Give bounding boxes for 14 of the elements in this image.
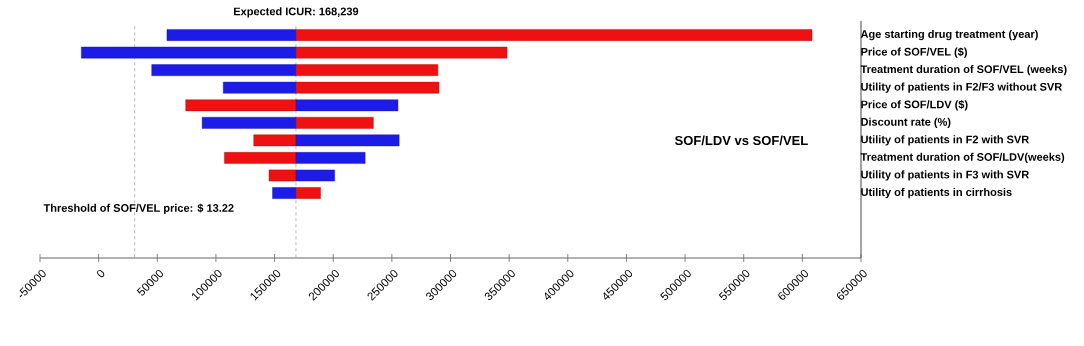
y-tick-label: Utility of patients in F3 with SVR <box>861 170 1029 181</box>
ref-line-label: Expected ICUR: 168,239 <box>234 7 359 18</box>
y-tick-label: Treatment duration of SOF/VEL (weeks) <box>860 65 1067 76</box>
y-tick-label: Age starting drug treatment (year) <box>860 29 1038 41</box>
y-tick-label: Price of SOF/VEL ($) <box>861 47 967 58</box>
y-tick-label: Utility of patients in cirrhosis <box>861 187 1012 199</box>
y-tick-label: Treatment duration of SOF/LDV(weeks) <box>860 152 1065 164</box>
annotation: SOF/LDV vs SOF/VEL <box>674 135 808 146</box>
y-tick-label: Utility of patients in F2/F3 without SVR <box>861 82 1062 93</box>
ref-line-label: Threshold of SOF/VEL price: $ 13.22 <box>43 203 234 215</box>
y-tick-label: Discount rate (%) <box>861 117 951 128</box>
x-tick-label: 0 <box>97 269 105 278</box>
y-tick-label: Utility of patients in F2 with SVR <box>861 135 1029 146</box>
y-tick-label: Price of SOF/LDV ($) <box>861 100 968 111</box>
